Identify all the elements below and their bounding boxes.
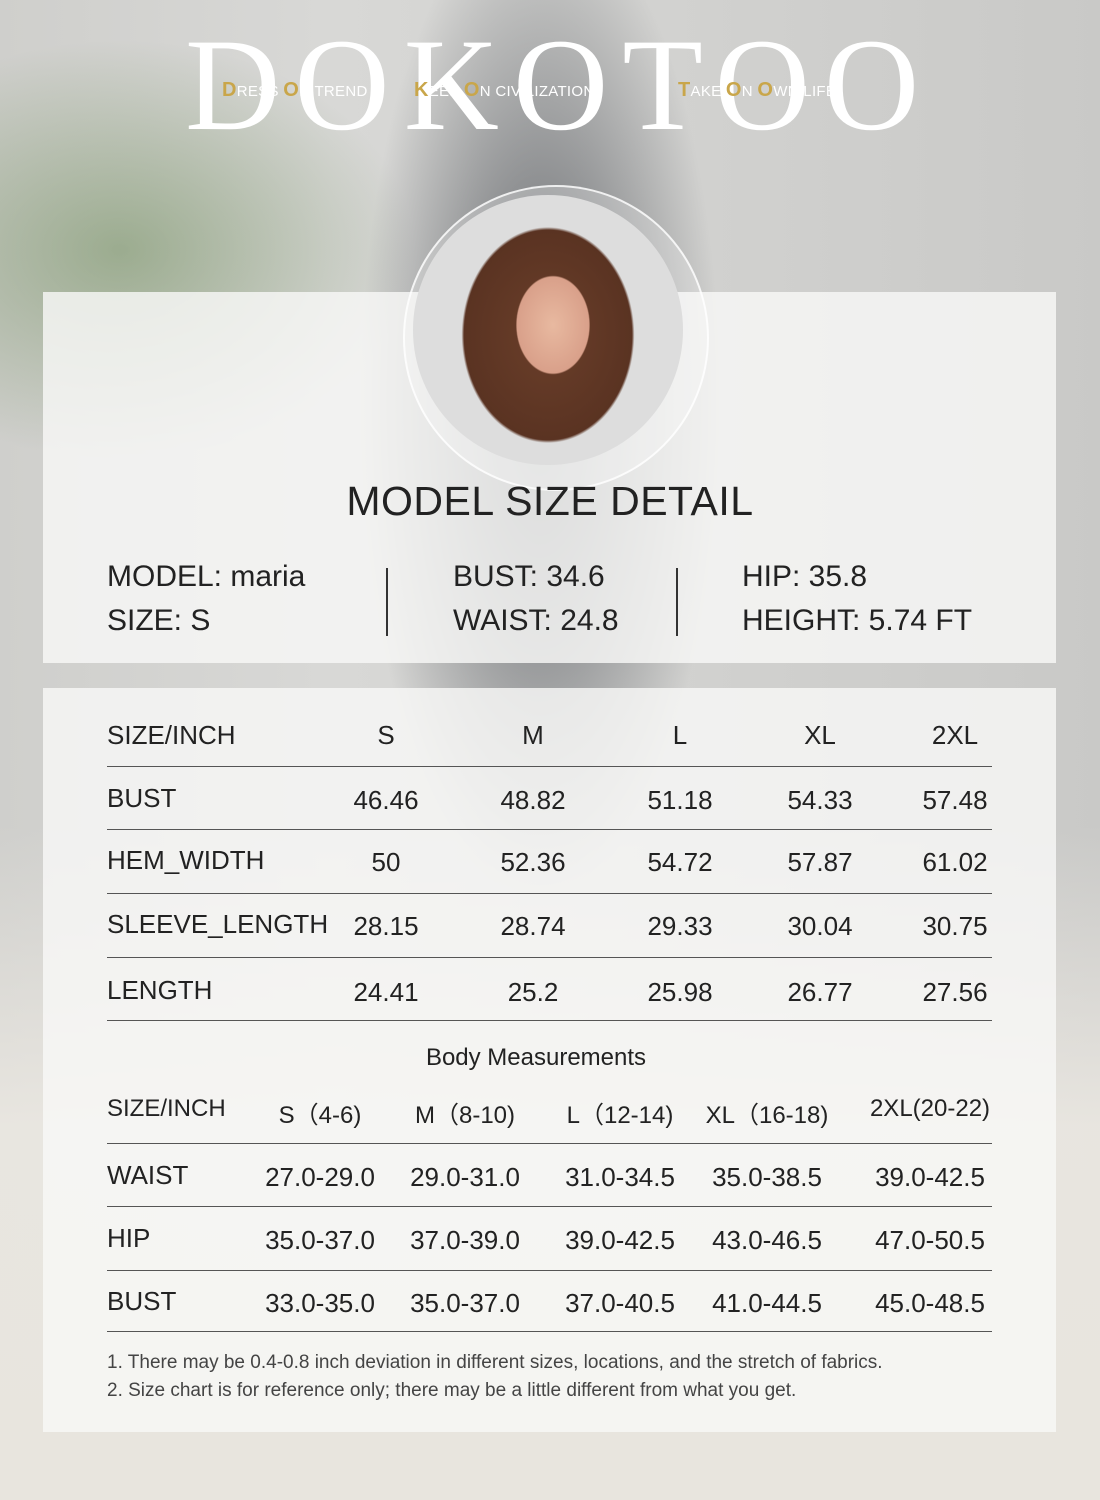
table-cell: 35.0-37.0 (410, 1288, 520, 1318)
table-cell: 37.0-40.5 (565, 1288, 675, 1318)
table-cell: 29.33 (647, 911, 713, 941)
table-cell: 57.48 (922, 785, 988, 815)
model-portrait (413, 195, 683, 465)
table-cell: 52.36 (500, 847, 566, 877)
table-header-size: S (377, 720, 395, 750)
table-cell: 41.0-44.5 (712, 1288, 822, 1318)
table-cell: 50 (371, 847, 401, 877)
row-label: HEM_WIDTH (107, 845, 265, 875)
note-1: 1. There may be 0.4-0.8 inch deviation i… (107, 1352, 883, 1373)
table-header-size: M (522, 720, 544, 750)
table-cell: 25.98 (647, 977, 713, 1007)
table-cell: 30.75 (922, 911, 988, 941)
table-header-label: SIZE/INCH (107, 1095, 226, 1122)
table-cell: 46.46 (353, 785, 419, 815)
row-divider (107, 1331, 992, 1332)
row-label: BUST (107, 1286, 177, 1316)
model-height: HEIGHT: 5.74 FT (742, 604, 973, 637)
divider (676, 568, 678, 636)
table-header-size: L（12-14) (566, 1102, 674, 1129)
row-divider (107, 1206, 992, 1207)
row-divider (107, 1020, 992, 1021)
table-cell: 35.0-37.0 (265, 1225, 375, 1255)
table-header-size: S（4-6) (278, 1102, 362, 1129)
note-2: 2. Size chart is for reference only; the… (107, 1380, 797, 1401)
model-name: MODEL: maria (107, 560, 306, 593)
divider (386, 568, 388, 636)
table-cell: 37.0-39.0 (410, 1225, 520, 1255)
model-waist: WAIST: 24.8 (453, 604, 619, 637)
table-cell: 29.0-31.0 (410, 1162, 520, 1192)
tagline-3: TAKE ON OWN LIFE (678, 79, 837, 101)
table-cell: 39.0-42.5 (875, 1162, 985, 1192)
model-bust: BUST: 34.6 (453, 560, 605, 593)
table-cell: 31.0-34.5 (565, 1162, 675, 1192)
size-chart-panel (43, 688, 1056, 1432)
table-cell: 43.0-46.5 (712, 1225, 822, 1255)
model-hip: HIP: 35.8 (742, 560, 868, 593)
row-label: LENGTH (107, 975, 213, 1005)
table-header-label: SIZE/INCH (107, 720, 236, 750)
row-divider (107, 766, 992, 767)
table-cell: 45.0-48.5 (875, 1288, 985, 1318)
row-divider (107, 957, 992, 958)
table-cell: 28.74 (500, 911, 566, 941)
table-cell: 47.0-50.5 (875, 1225, 985, 1255)
table-cell: 39.0-42.5 (565, 1225, 675, 1255)
table-cell: 28.15 (353, 911, 419, 941)
row-divider (107, 1270, 992, 1271)
row-label: SLEEVE_LENGTH (107, 909, 329, 939)
table-cell: 25.2 (507, 977, 559, 1007)
row-label: HIP (107, 1223, 151, 1253)
table-cell: 27.56 (922, 977, 988, 1007)
table-cell: 54.72 (647, 847, 713, 877)
tagline-1: DRESS ON TREND (222, 79, 368, 101)
table-cell: 30.04 (787, 911, 853, 941)
table-cell: 54.33 (787, 785, 853, 815)
table-cell: 26.77 (787, 977, 853, 1007)
table-cell: 61.02 (922, 847, 988, 877)
body-measurements-title: Body Measurements (425, 1044, 647, 1071)
table-cell: 24.41 (353, 977, 419, 1007)
table-cell: 51.18 (647, 785, 713, 815)
table-header-size: L (672, 720, 688, 750)
table-cell: 35.0-38.5 (712, 1162, 822, 1192)
table-header-size: XL (804, 720, 836, 750)
table-header-size: XL（16-18) (705, 1102, 829, 1129)
row-divider (107, 893, 992, 894)
tagline-2: KEEP ON CIVILIZATION (414, 79, 595, 101)
table-header-size: 2XL (931, 720, 979, 750)
row-divider (107, 1143, 992, 1144)
table-cell: 48.82 (500, 785, 566, 815)
table-cell: 57.87 (787, 847, 853, 877)
table-header-size: M（8-10) (414, 1102, 516, 1129)
brand-logo: DOKOTOO (185, 11, 934, 158)
row-divider (107, 829, 992, 830)
table-cell: 27.0-29.0 (265, 1162, 375, 1192)
table-header-size: 2XL(20-22) (869, 1095, 991, 1122)
table-cell: 33.0-35.0 (265, 1288, 375, 1318)
model-size: SIZE: S (107, 604, 211, 637)
row-label: BUST (107, 783, 177, 813)
row-label: WAIST (107, 1160, 189, 1190)
model-title: MODEL SIZE DETAIL (346, 478, 754, 524)
